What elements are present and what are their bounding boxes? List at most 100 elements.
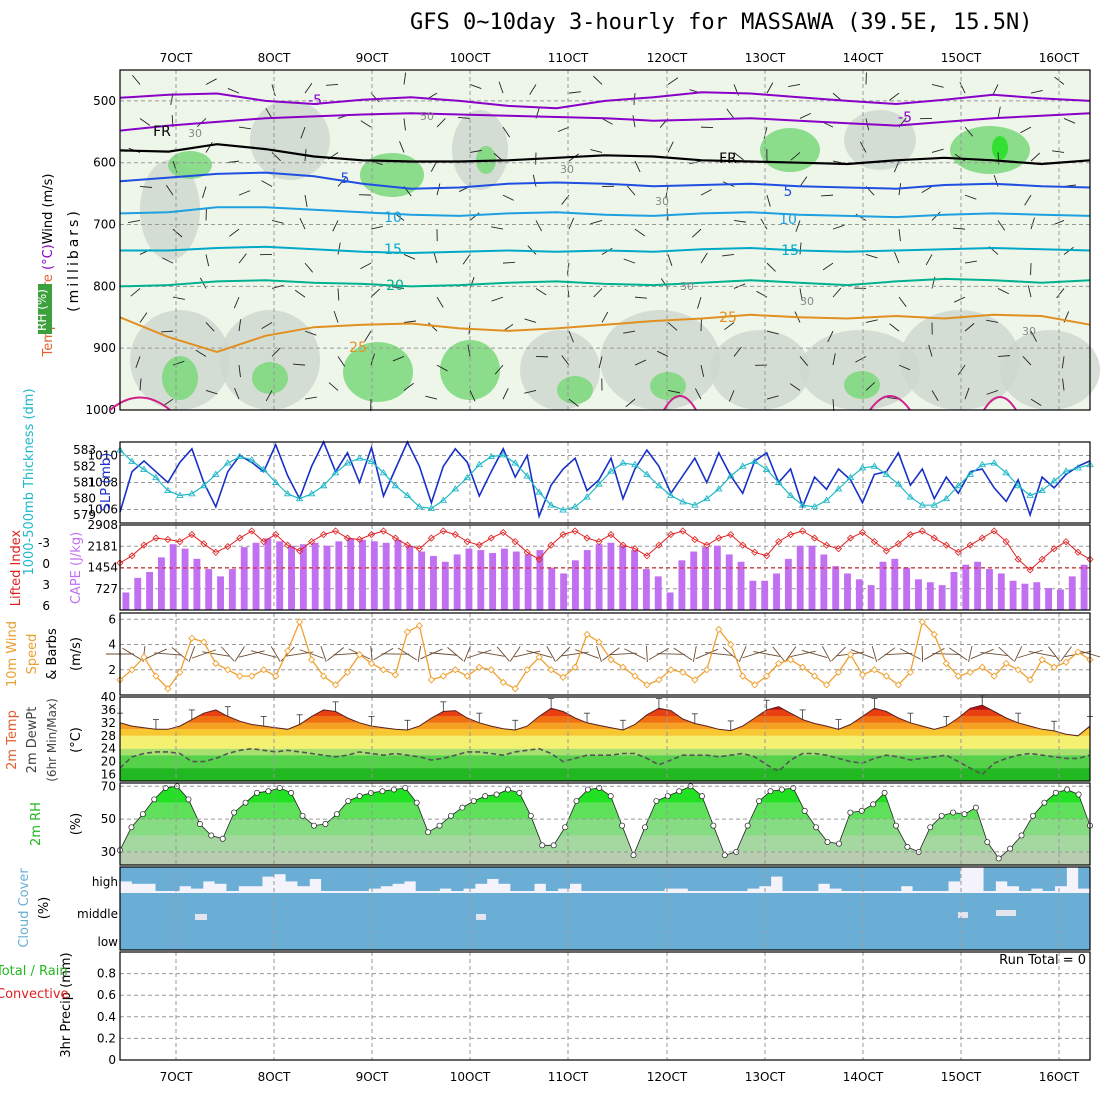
li-ylabel: Lifted Index (9, 529, 24, 606)
wind-speed-marker-10 (236, 672, 244, 680)
cloud-high-66 (900, 867, 914, 887)
thickness-marker-66 (906, 493, 915, 500)
rh-marker-52 (710, 822, 717, 829)
wind-barb-10m-37 (555, 646, 571, 662)
pressure-tick-label: 700 (93, 218, 116, 232)
wind-barb-32 (227, 160, 240, 164)
wind-barb-10m-10 (234, 646, 245, 662)
cloud-high-3 (155, 867, 168, 891)
wind-speed-marker-63 (870, 666, 879, 674)
li-marker-15 (296, 547, 304, 555)
wind-barb-213 (820, 194, 834, 197)
rh-marker-75 (972, 804, 979, 811)
magenta-contour-3 (983, 396, 1017, 411)
rh-marker-82 (1052, 789, 1059, 796)
wind-barb-10m-44 (645, 645, 648, 663)
li-marker-50 (715, 534, 723, 542)
cloud-high-12 (261, 867, 275, 877)
wind-barb-96 (436, 296, 444, 308)
wind-barb-36 (233, 296, 240, 309)
rh-marker-41 (584, 786, 591, 793)
wind-barb-66 (337, 288, 340, 301)
wind-speed-marker-44 (643, 681, 651, 689)
wind-barb-10m-63 (871, 645, 878, 663)
cape-bar-62 (855, 579, 863, 610)
wind-barb-215 (822, 262, 834, 271)
wind-barb-251 (964, 126, 974, 137)
wind-barb-10m-57 (789, 650, 816, 658)
thickness-marker-11 (247, 455, 256, 463)
li-marker-57 (799, 527, 807, 535)
wind-barb-206 (799, 288, 803, 301)
wind-barb-209 (789, 383, 801, 391)
wind-barb-10m-70 (949, 647, 968, 661)
wind-barb-13 (165, 184, 174, 196)
temp-band-4 (120, 729, 1090, 736)
x-tick-label-bottom: 10OCT (450, 1070, 491, 1084)
cape-bar-22 (382, 542, 390, 610)
cape-bar-45 (654, 576, 662, 610)
wind-barb-27 (205, 322, 215, 332)
wind-barb-34 (229, 228, 240, 237)
li-marker-5 (176, 538, 184, 546)
li-marker-39 (583, 534, 591, 542)
cape-bar-2 (146, 572, 154, 610)
wind-barb-3 (139, 186, 152, 188)
wind-speed-marker-33 (511, 685, 519, 693)
rh-shading-17 (800, 330, 920, 410)
rh-marker-2 (139, 811, 146, 818)
cape-bar-76 (1021, 583, 1029, 610)
wind-barb-148 (598, 356, 603, 369)
precip-legend-convective: Convective (0, 987, 69, 1002)
wind-barb-257 (964, 323, 975, 332)
wind-barb-56 (294, 289, 306, 298)
wind-speed-marker-32 (499, 678, 507, 687)
wind-barb-10m-36 (546, 646, 556, 662)
wind-barb-10m-30 (466, 649, 492, 659)
wind-barb-168 (657, 350, 669, 357)
thickness-marker-20 (355, 454, 364, 461)
wind-speed-marker-77 (1038, 656, 1046, 664)
cloud-high-11 (250, 867, 263, 887)
wind-barb-144 (590, 220, 603, 225)
wind-barb-197 (766, 330, 779, 335)
wind-barb-69 (328, 382, 339, 391)
slp-line (119, 440, 1091, 520)
cape-bar-21 (370, 541, 378, 610)
wind-speed-marker-61 (846, 650, 855, 659)
wind-barb-53 (304, 195, 308, 208)
wind-barb-10m-12 (250, 650, 277, 658)
cape-bar-57 (796, 545, 804, 610)
wind-barb-10m-69 (932, 653, 961, 655)
cape-bar-15 (299, 544, 307, 610)
rh-contour-label: 30 (1022, 325, 1036, 338)
wind-tick-label: 6 (108, 612, 116, 626)
rh-marker-73 (950, 809, 957, 816)
cloud-high-47 (675, 867, 689, 889)
wind-barb-71 (360, 120, 372, 128)
rh-marker-3 (151, 796, 158, 803)
thickness-tick-label: 582 (73, 459, 96, 473)
cape-bar-32 (501, 548, 508, 610)
cloud-high-50 (711, 867, 724, 891)
wind-barb-105 (462, 254, 471, 265)
wind-barb-141 (601, 118, 613, 125)
rh-tick-label: 70 (101, 779, 116, 793)
rh-marker-58 (778, 786, 785, 793)
cloud-high-22 (380, 867, 393, 887)
cape-bar-23 (394, 539, 402, 610)
wind-barb-173 (700, 189, 712, 196)
wind-speed-marker-9 (224, 666, 232, 674)
temp-tick-label: 32 (101, 716, 116, 730)
wind-barb-10m-39 (575, 649, 599, 659)
cloud-ylabel-a: Cloud Cover (17, 868, 32, 948)
cape-bar-60 (832, 566, 840, 610)
rh-marker-77 (995, 855, 1002, 862)
li-marker-65 (894, 540, 902, 548)
slp-frame (119, 441, 1091, 524)
cape-bar-72 (974, 561, 982, 610)
wind-barb-37 (238, 319, 242, 332)
wind-speed-marker-66 (906, 668, 915, 676)
cloud-high-23 (392, 867, 405, 884)
thickness-marker-53 (750, 457, 759, 464)
